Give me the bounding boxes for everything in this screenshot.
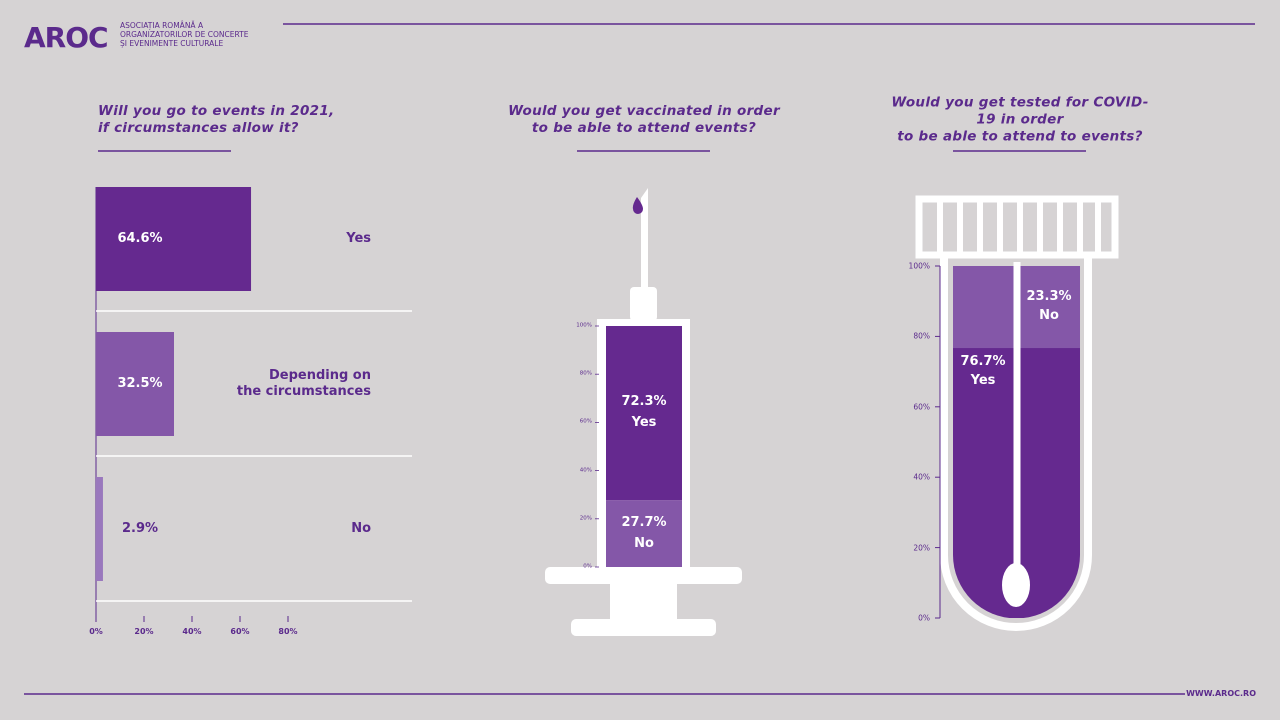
y-tick-label: 20% <box>579 515 592 522</box>
category-label: Yes <box>346 230 371 246</box>
value-label: 27.7% <box>621 514 667 530</box>
x-tick-label: 0% <box>89 627 103 636</box>
value-label: 32.5% <box>117 375 163 391</box>
segment <box>606 326 682 501</box>
value-label: 64.6% <box>117 230 163 246</box>
value-label: 76.7% <box>960 353 1006 369</box>
y-tick-label: 20% <box>913 542 930 552</box>
y-tick-label: 100% <box>576 322 592 329</box>
category-label: Depending on the circumstances <box>236 367 371 399</box>
test-tube-shape <box>915 195 1119 631</box>
bar <box>96 477 103 581</box>
y-tick-label: 60% <box>913 402 930 412</box>
footer-url: WWW.AROC.RO <box>1186 689 1256 698</box>
chart-title: Would you get vaccinated in order to be … <box>508 103 780 136</box>
value-label: 2.9% <box>121 520 159 536</box>
category-label: No <box>351 520 371 536</box>
y-tick-label: 80% <box>579 370 592 377</box>
x-tick-label: 40% <box>182 627 202 636</box>
chart-title: Will you go to events in 2021, if circum… <box>98 103 335 136</box>
swab <box>1002 262 1030 607</box>
series-label: Yes <box>970 372 996 388</box>
series-label: Yes <box>631 414 657 430</box>
series-label: No <box>1039 307 1059 323</box>
logo: AROC <box>24 21 109 54</box>
chart-title: Would you get tested for COVID-19 in ord… <box>891 94 1149 145</box>
bar <box>96 332 174 436</box>
y-tick-label: 40% <box>913 472 930 482</box>
x-tick-label: 80% <box>278 627 298 636</box>
y-tick-label: 60% <box>579 418 592 425</box>
value-label: 23.3% <box>1026 288 1072 304</box>
series-label: No <box>634 535 654 551</box>
x-tick-label: 60% <box>230 627 250 636</box>
bar <box>96 187 252 291</box>
y-tick-label: 100% <box>908 261 930 271</box>
y-tick-label: 80% <box>913 331 930 341</box>
org-name: ASOCIAȚIA ROMÂNĂ A ORGANIZATORILOR DE CO… <box>120 21 249 48</box>
value-label: 72.3% <box>621 393 667 409</box>
segment <box>606 500 682 567</box>
y-tick-label: 0% <box>918 613 930 623</box>
x-tick-label: 20% <box>134 627 154 636</box>
y-tick-label: 0% <box>583 563 592 570</box>
y-tick-label: 40% <box>579 467 592 474</box>
